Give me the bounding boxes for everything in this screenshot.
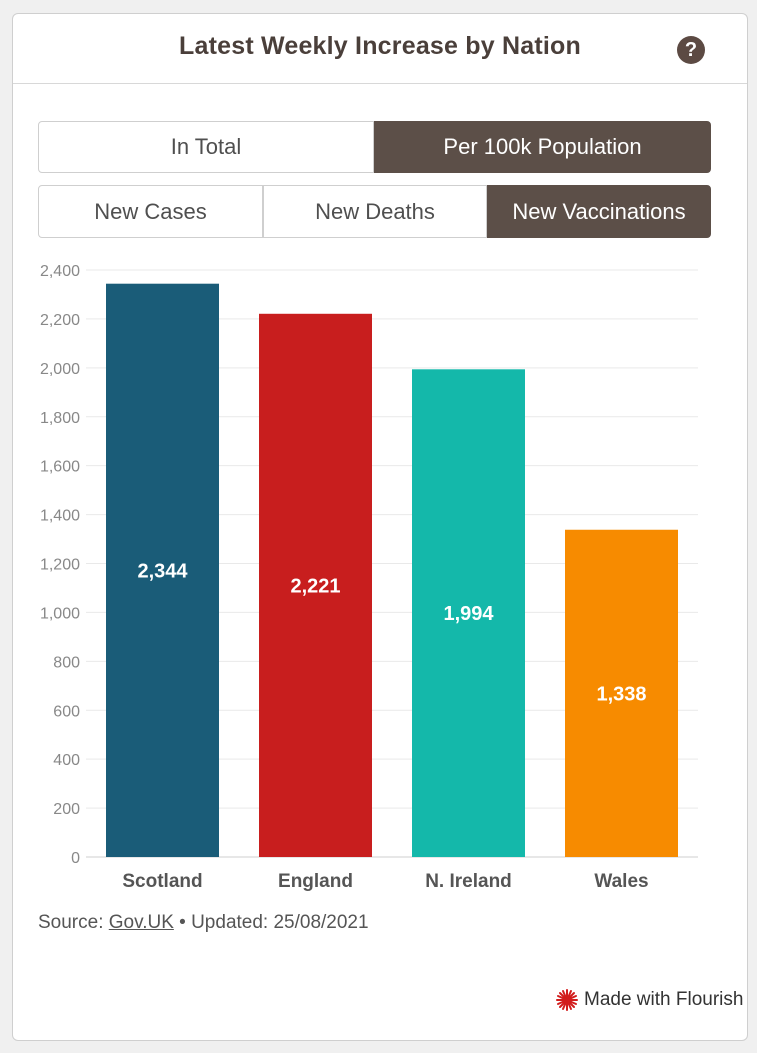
y-tick-label: 2,000 xyxy=(40,361,80,378)
y-tick-label: 800 xyxy=(53,654,80,671)
updated-text: • Updated: 25/08/2021 xyxy=(173,912,369,933)
toggle-new-vaccinations[interactable]: New Vaccinations xyxy=(487,185,711,238)
source-prefix: Source: xyxy=(38,912,109,933)
x-tick-label: N. Ireland xyxy=(425,871,512,892)
card-header: Latest Weekly Increase by Nation ? xyxy=(13,14,747,84)
chart-title: Latest Weekly Increase by Nation xyxy=(179,32,581,60)
y-tick-label: 600 xyxy=(53,703,80,720)
made-with-flourish-link[interactable]: Made with Flourish xyxy=(556,989,743,1011)
data-label: 1,338 xyxy=(596,683,646,705)
y-tick-label: 400 xyxy=(53,752,80,769)
y-tick-label: 2,200 xyxy=(40,312,80,329)
y-tick-label: 0 xyxy=(71,850,80,867)
source-line: Source: Gov.UK • Updated: 25/08/2021 xyxy=(38,912,369,934)
chart-card: Latest Weekly Increase by Nation ? In To… xyxy=(12,13,748,1041)
data-label: 2,344 xyxy=(137,560,188,582)
x-tick-label: England xyxy=(278,871,353,892)
x-tick-label: Scotland xyxy=(122,871,202,892)
bar-scotland xyxy=(106,283,219,857)
mode-toggle-group: In Total Per 100k Population xyxy=(38,121,711,173)
toggle-per-100k[interactable]: Per 100k Population xyxy=(374,121,711,173)
data-label: 1,994 xyxy=(443,603,494,625)
toggle-in-total[interactable]: In Total xyxy=(38,121,374,173)
bar-chart: 0 200 400 600 800 1,000 1,200 1,400 1,600 1,800 2,… xyxy=(40,263,698,892)
bar-england xyxy=(259,313,372,858)
y-tick-label: 1,800 xyxy=(40,410,80,427)
toggle-new-deaths[interactable]: New Deaths xyxy=(263,185,487,238)
question-circle-icon[interactable]: ? xyxy=(677,36,705,64)
source-link[interactable]: Gov.UK xyxy=(108,912,174,933)
bar-n-ireland xyxy=(412,369,525,857)
data-label: 2,221 xyxy=(290,575,340,597)
y-tick-label: 1,400 xyxy=(40,508,80,525)
y-tick-label: 2,400 xyxy=(40,263,80,280)
bar-wales xyxy=(565,529,678,857)
y-tick-label: 200 xyxy=(53,801,80,818)
y-tick-label: 1,600 xyxy=(40,459,80,476)
y-tick-label: 1,000 xyxy=(40,605,80,622)
flourish-label: Made with Flourish xyxy=(584,989,744,1010)
toggle-new-cases[interactable]: New Cases xyxy=(38,185,263,238)
flourish-starburst-icon xyxy=(556,989,578,1011)
y-tick-label: 1,200 xyxy=(40,557,80,574)
metric-toggle-group: New Cases New Deaths New Vaccinations xyxy=(38,185,711,238)
x-tick-label: Wales xyxy=(594,871,648,892)
